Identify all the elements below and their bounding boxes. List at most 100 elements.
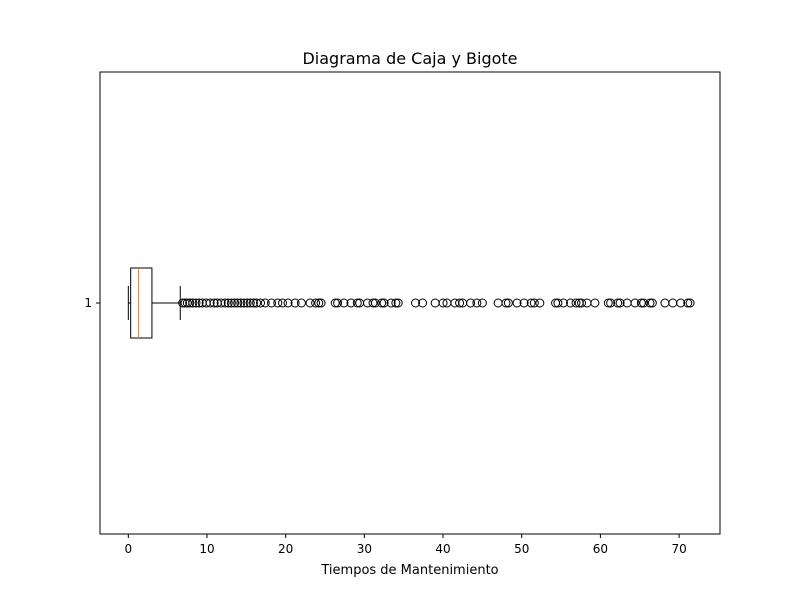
outlier-point xyxy=(512,298,522,308)
outlier-point xyxy=(339,298,349,308)
x-tick-label: 20 xyxy=(278,542,293,556)
outlier-point xyxy=(191,298,201,308)
x-axis-ticks: 0 10 20 30 40 50 60 70 xyxy=(125,534,687,556)
outlier-point xyxy=(352,298,362,308)
outlier-point xyxy=(230,298,240,308)
outlier-point xyxy=(305,298,315,308)
plot-frame xyxy=(99,71,721,535)
outlier-point xyxy=(267,298,277,308)
outlier-point xyxy=(519,298,529,308)
x-tick-label: 10 xyxy=(199,542,214,556)
x-tick-label: 30 xyxy=(357,542,372,556)
outlier-point xyxy=(248,298,258,308)
outlier-point xyxy=(503,298,513,308)
outlier-point xyxy=(296,298,306,308)
outlier-point xyxy=(239,298,249,308)
outlier-point xyxy=(256,298,266,308)
x-tick-label: 0 xyxy=(125,542,133,556)
outlier-point xyxy=(220,298,230,308)
outlier-point xyxy=(260,298,270,308)
outlier-point xyxy=(278,298,288,308)
outlier-point xyxy=(582,298,592,308)
outlier-point xyxy=(311,298,321,308)
chart-title: Diagrama de Caja y Bigote xyxy=(302,49,517,68)
outlier-point xyxy=(438,298,448,308)
y-axis-ticks: 1 xyxy=(84,296,100,310)
outlier-point xyxy=(603,298,613,308)
outlier-point xyxy=(223,298,233,308)
outlier-point xyxy=(393,298,403,308)
outlier-point xyxy=(283,298,293,308)
outlier-point xyxy=(493,298,503,308)
outlier-point xyxy=(613,298,623,308)
outlier-point xyxy=(558,298,568,308)
outlier-point xyxy=(455,298,465,308)
outlier-point xyxy=(236,298,246,308)
outlier-point xyxy=(450,298,460,308)
outlier-point xyxy=(466,298,476,308)
outlier-point xyxy=(590,298,600,308)
y-tick-label: 1 xyxy=(84,296,92,310)
outlier-point xyxy=(377,298,387,308)
outlier-point xyxy=(333,298,343,308)
outlier-point xyxy=(391,298,401,308)
outlier-point xyxy=(226,298,236,308)
outlier-point xyxy=(668,298,678,308)
outlier-point xyxy=(660,298,670,308)
outlier-point xyxy=(535,298,545,308)
outlier-point xyxy=(685,298,695,308)
outlier-point xyxy=(273,298,283,308)
outlier-point xyxy=(553,298,563,308)
outlier-point xyxy=(242,298,252,308)
iqr-box xyxy=(130,267,153,339)
outlier-point xyxy=(501,298,511,308)
box-and-whiskers xyxy=(127,267,181,339)
outlier-point xyxy=(209,298,219,308)
outlier-point xyxy=(615,298,625,308)
outlier-point xyxy=(645,298,655,308)
outlier-point xyxy=(571,298,581,308)
outlier-point xyxy=(252,298,262,308)
x-axis-label: Tiempos de Mantenimiento xyxy=(320,563,498,578)
outlier-point xyxy=(566,298,576,308)
outlier-point xyxy=(216,298,226,308)
x-tick-label: 60 xyxy=(593,542,608,556)
outlier-point xyxy=(411,298,421,308)
outlier-point xyxy=(379,298,389,308)
outlier-point xyxy=(477,298,487,308)
outlier-point xyxy=(386,298,396,308)
outlier-point xyxy=(370,298,380,308)
outlier-point xyxy=(205,298,215,308)
outlier-point xyxy=(346,298,356,308)
x-tick-label: 70 xyxy=(671,542,686,556)
outlier-point xyxy=(577,298,587,308)
outlier-point xyxy=(630,298,640,308)
outlier-point xyxy=(185,298,195,308)
outlier-point xyxy=(472,298,482,308)
outlier-point xyxy=(368,298,378,308)
outlier-point xyxy=(639,298,649,308)
outlier-point xyxy=(676,298,686,308)
outlier-point xyxy=(647,298,657,308)
outlier-point xyxy=(683,298,693,308)
outlier-point xyxy=(194,298,204,308)
outlier-point xyxy=(233,298,243,308)
outlier-points xyxy=(178,298,695,308)
outlier-point xyxy=(418,298,428,308)
outlier-point xyxy=(330,298,340,308)
x-tick-label: 50 xyxy=(514,542,529,556)
outlier-point xyxy=(188,298,198,308)
outlier-point xyxy=(529,298,539,308)
outlier-point xyxy=(245,298,255,308)
outlier-point xyxy=(526,298,536,308)
outlier-point xyxy=(606,298,616,308)
outlier-point xyxy=(290,298,300,308)
outlier-point xyxy=(316,298,326,308)
x-tick-label: 40 xyxy=(435,542,450,556)
outlier-point xyxy=(314,298,324,308)
outlier-point xyxy=(430,298,440,308)
outlier-point xyxy=(182,298,192,308)
outlier-point xyxy=(636,298,646,308)
